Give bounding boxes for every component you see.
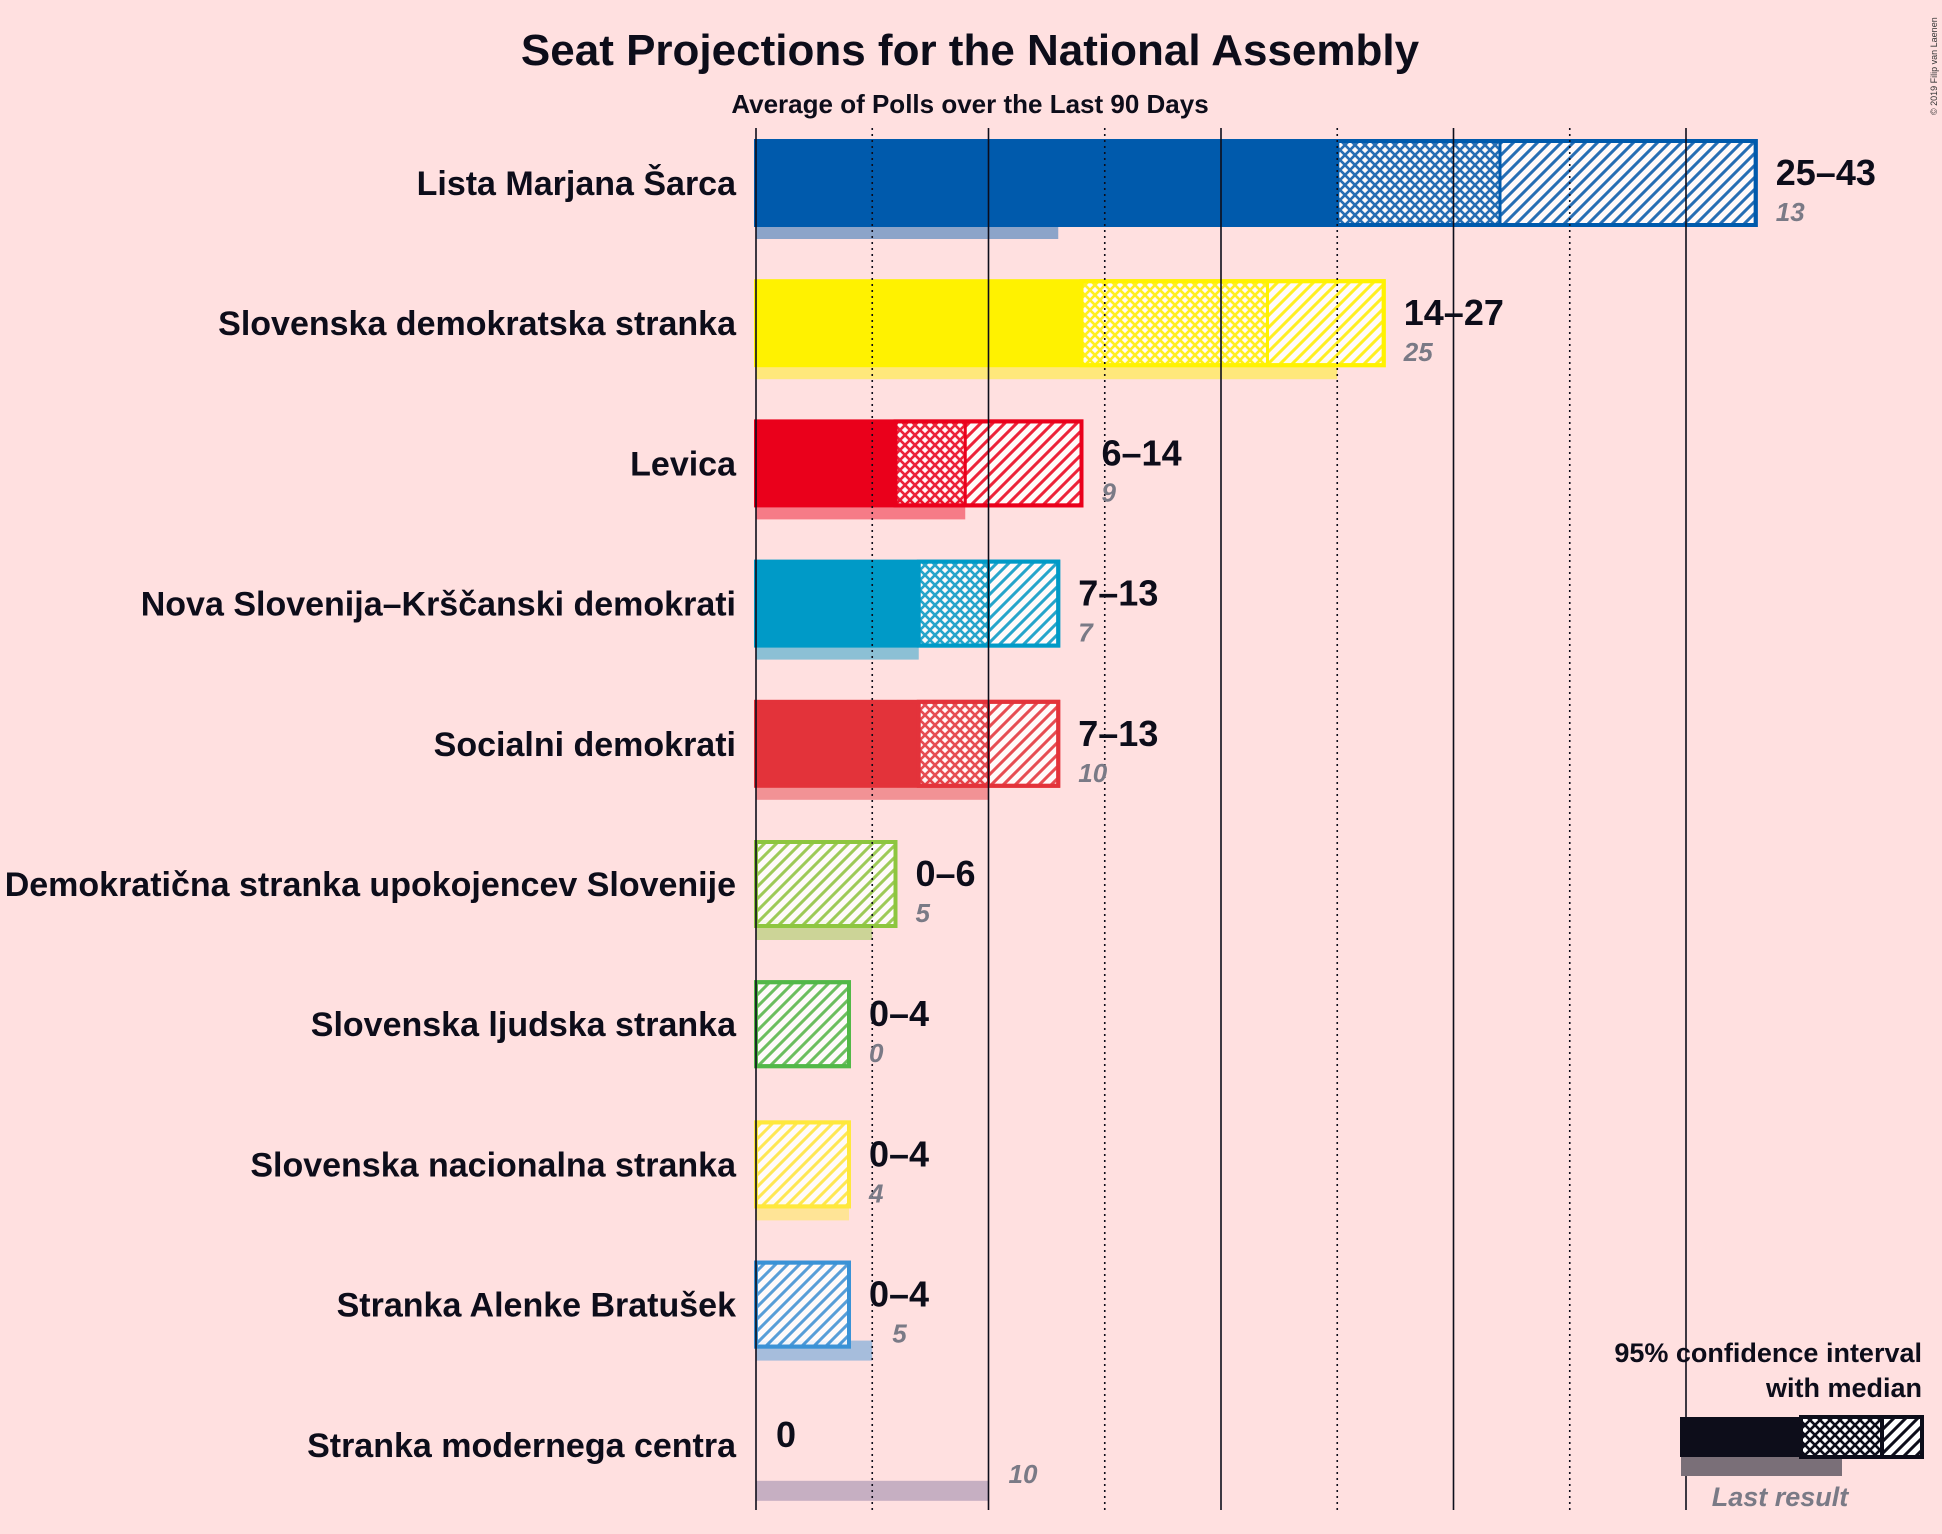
party-label: Nova Slovenija–Krščanski demokrati [141,586,736,624]
last-result-label: 5 [892,1319,907,1349]
crosshatch-bar [918,561,989,646]
party-label: Demokratična stranka upokojencev Sloveni… [5,866,736,904]
range-label: 0–4 [869,993,929,1034]
last-result-label: 9 [1102,477,1117,507]
legend: 95% confidence interval with median Last… [1614,1338,1924,1512]
crosshatch-bar [1081,281,1268,366]
legend-title-line1: 95% confidence interval [1614,1338,1922,1368]
range-label: 7–13 [1078,713,1158,754]
range-label: 14–27 [1404,292,1504,333]
hatch-bar [756,842,896,926]
solid-bar [756,281,1082,366]
range-label: 6–14 [1102,432,1182,473]
party-label: Stranka modernega centra [307,1427,737,1465]
legend-crosshatch-block [1799,1415,1884,1459]
labels-layer: Lista Marjana Šarca 25–43 13 Slovenska demo… [5,152,1876,1489]
last-result-label: 10 [1078,758,1107,788]
party-label: Levica [630,445,737,483]
party-label: Slovenska demokratska stranka [218,305,737,343]
last-result-label: 25 [1403,337,1433,367]
legend-title-line2: with median [1765,1373,1922,1403]
legend-last-result-label: Last result [1712,1482,1850,1512]
bars-layer [754,139,1758,1501]
range-label: 0 [776,1414,796,1455]
party-label: Slovenska ljudska stranka [311,1006,737,1044]
last-result-label: 5 [916,898,931,928]
range-label: 0–6 [916,853,976,894]
last-result-label: 0 [869,1038,884,1068]
solid-bar [756,701,919,786]
chart-subtitle: Average of Polls over the Last 90 Days [731,89,1208,119]
range-label: 0–4 [869,1133,929,1174]
last-result-label: 13 [1776,197,1805,227]
hatch-bar [756,982,849,1067]
hatch-bar [756,1122,849,1207]
hatch-bar [1267,281,1384,366]
hatch-bar [988,561,1059,646]
range-label: 0–4 [869,1274,929,1315]
party-label: Lista Marjana Šarca [417,164,737,203]
hatch-bar [1500,141,1756,225]
range-label: 7–13 [1078,573,1158,614]
copyright-note: © 2019 Filip van Laenen [1929,17,1939,115]
crosshatch-bar [895,421,966,506]
crosshatch-bar [1337,141,1500,225]
crosshatch-bar [918,701,989,786]
party-label: Socialni demokrati [434,726,736,764]
legend-solid-block [1680,1417,1801,1457]
last-result-label: 4 [868,1178,884,1208]
solid-bar [756,561,919,646]
range-label: 25–43 [1776,152,1876,193]
legend-hatch-block [1880,1415,1924,1459]
party-label: Stranka Alenke Bratušek [337,1287,736,1325]
last-result-label: 7 [1078,618,1094,648]
hatch-bar [756,1262,849,1347]
solid-bar [756,421,896,506]
hatch-bar [965,421,1082,506]
hatch-bar [988,701,1059,786]
chart-title: Seat Projections for the National Assemb… [521,26,1420,75]
last-result-label: 10 [1009,1459,1038,1489]
party-label: Slovenska nacionalna stranka [250,1146,737,1184]
solid-bar [756,141,1338,225]
gridlines [755,128,1687,1510]
